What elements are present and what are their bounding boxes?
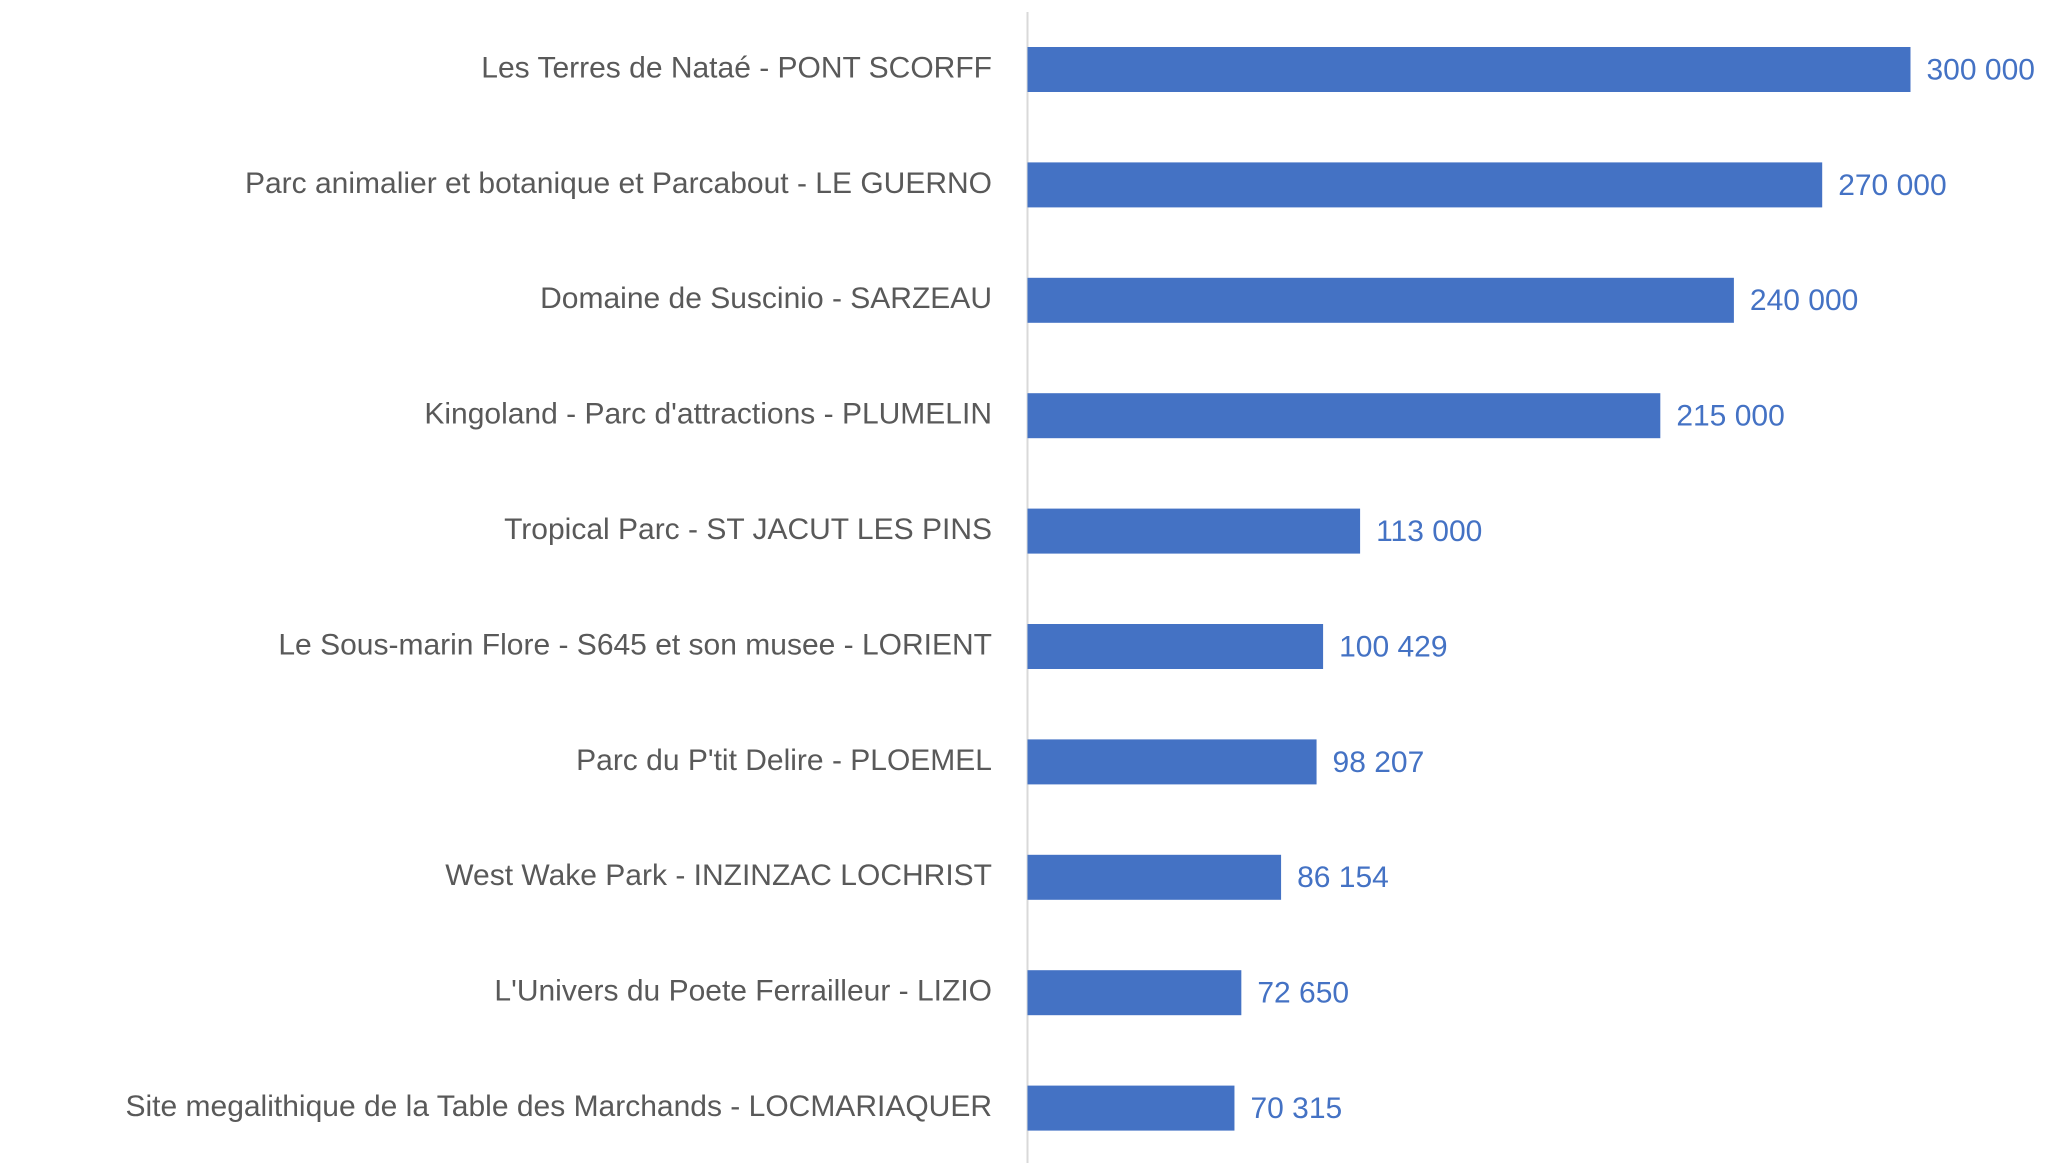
value-label: 270 000 xyxy=(1838,169,1946,202)
value-label: 300 000 xyxy=(1927,53,2035,86)
value-label: 113 000 xyxy=(1376,515,1482,548)
category-label: Kingoland - Parc d'attractions - PLUMELI… xyxy=(424,398,992,431)
bar xyxy=(1027,393,1661,439)
category-label: Parc animalier et botanique et Parcabout… xyxy=(245,167,992,200)
value-label: 240 000 xyxy=(1750,284,1858,317)
bar xyxy=(1027,162,1823,208)
value-label: 100 429 xyxy=(1339,630,1447,663)
category-label: Parc du P'tit Delire - PLOEMEL xyxy=(576,744,992,777)
bar xyxy=(1027,624,1324,669)
value-label: 72 650 xyxy=(1257,977,1349,1010)
bar xyxy=(1027,47,1911,92)
value-label: 70 315 xyxy=(1250,1092,1342,1125)
category-label: Domaine de Suscinio - SARZEAU xyxy=(540,282,992,315)
bar xyxy=(1027,1085,1235,1131)
bar xyxy=(1027,970,1242,1016)
value-label: 215 000 xyxy=(1676,400,1784,433)
category-label: Le Sous-marin Flore - S645 et son musee … xyxy=(278,628,992,661)
category-label: Site megalithique de la Table des Marcha… xyxy=(125,1090,992,1123)
category-label: Tropical Parc - ST JACUT LES PINS xyxy=(504,513,992,546)
value-label: 86 154 xyxy=(1297,861,1389,894)
category-label: West Wake Park - INZINZAC LOCHRIST xyxy=(445,859,992,892)
bar xyxy=(1027,854,1282,900)
bar xyxy=(1027,508,1361,554)
value-label: 98 207 xyxy=(1333,746,1425,779)
bar xyxy=(1027,739,1317,785)
category-label: Les Terres de Nataé - PONT SCORFF xyxy=(481,51,992,84)
bar xyxy=(1027,277,1734,323)
category-label: L'Univers du Poete Ferrailleur - LIZIO xyxy=(494,975,992,1008)
